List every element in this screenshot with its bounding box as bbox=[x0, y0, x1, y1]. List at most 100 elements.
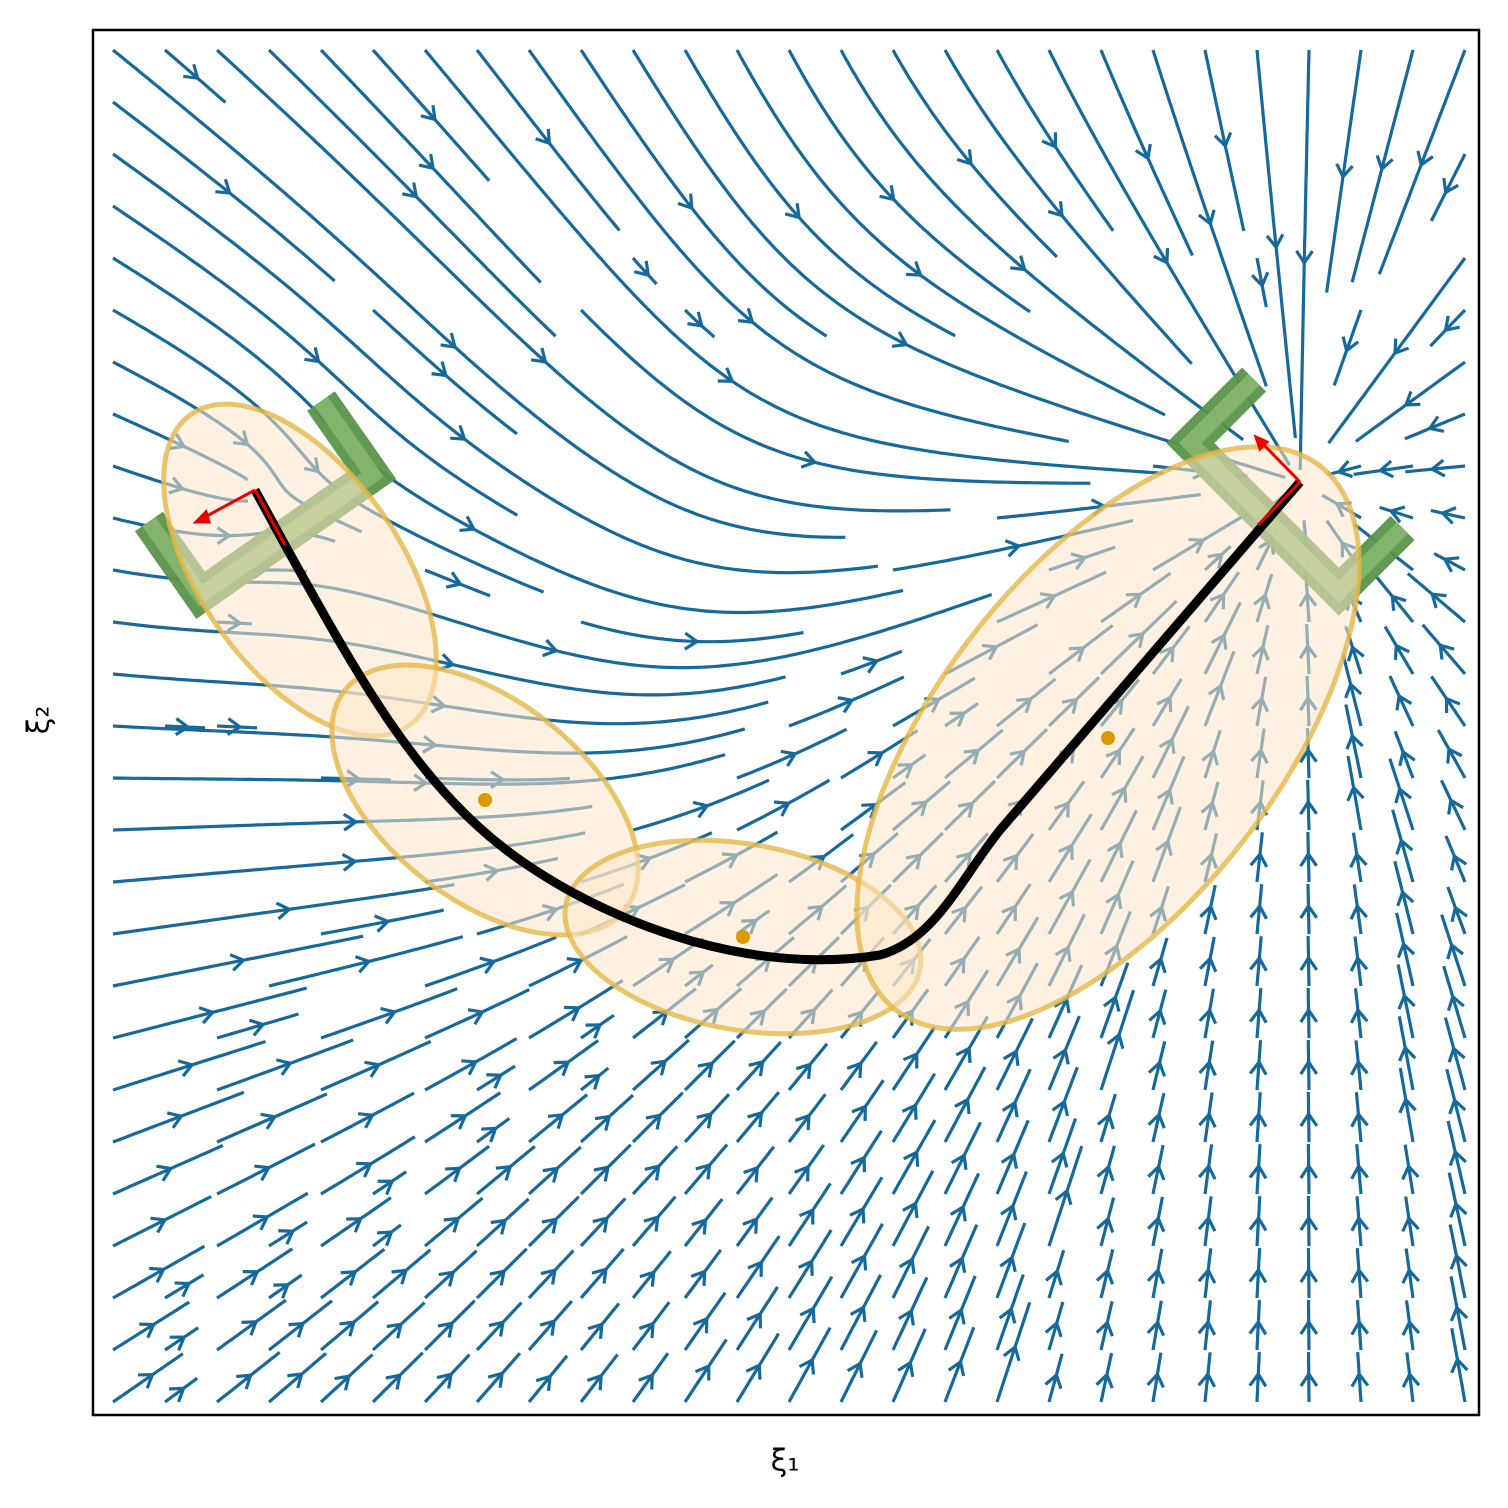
streamline bbox=[1446, 886, 1467, 935]
stream-arrow bbox=[530, 347, 548, 364]
streamline bbox=[995, 1222, 1027, 1299]
streamline bbox=[527, 1093, 589, 1144]
streamline bbox=[683, 1248, 723, 1299]
stream-arrow bbox=[587, 1322, 604, 1339]
streamline bbox=[319, 48, 542, 284]
streamline bbox=[1099, 49, 1194, 257]
streamline bbox=[475, 1145, 536, 1196]
streamline bbox=[1354, 1040, 1363, 1091]
stream-arrow bbox=[275, 1058, 294, 1076]
streamline bbox=[112, 204, 519, 517]
stream-arrow bbox=[156, 1164, 174, 1182]
streamline bbox=[1326, 464, 1362, 477]
streamline bbox=[839, 1274, 883, 1351]
stream-arrow bbox=[795, 1062, 812, 1079]
streamline bbox=[1099, 989, 1136, 1091]
stream-arrow bbox=[198, 1006, 216, 1025]
streamline bbox=[839, 1040, 878, 1091]
streamline bbox=[1406, 572, 1467, 624]
streamline bbox=[1374, 574, 1415, 623]
stream-arrow bbox=[1198, 1111, 1217, 1129]
stream-arrow bbox=[1397, 993, 1416, 1010]
stream-arrow bbox=[461, 1059, 479, 1076]
stream-arrow bbox=[879, 184, 896, 202]
stream-arrow bbox=[1248, 1163, 1268, 1180]
streamline bbox=[787, 1042, 829, 1092]
streamline bbox=[1306, 1144, 1311, 1195]
stream-arrow bbox=[1197, 1163, 1217, 1180]
streamline bbox=[1445, 1068, 1467, 1143]
streamline bbox=[683, 1291, 727, 1351]
stream-arrow bbox=[450, 424, 467, 441]
streamline bbox=[891, 49, 1059, 259]
y-axis-label: ξ₂ bbox=[22, 706, 57, 735]
streamline bbox=[1255, 1040, 1263, 1091]
streamline bbox=[112, 1352, 184, 1404]
stream-arrow bbox=[1054, 1188, 1073, 1206]
stream-arrow bbox=[956, 149, 973, 166]
stream-arrow bbox=[1148, 956, 1167, 974]
streamline bbox=[216, 1012, 299, 1040]
stream-arrow bbox=[450, 1114, 468, 1130]
streamline bbox=[1404, 1196, 1415, 1247]
streamline bbox=[580, 1013, 615, 1040]
stream-arrow bbox=[535, 128, 552, 146]
stream-arrow bbox=[169, 1335, 187, 1352]
streamline bbox=[943, 1326, 976, 1403]
stream-arrow bbox=[687, 311, 704, 328]
stream-arrow bbox=[743, 1165, 760, 1183]
stream-arrow bbox=[1377, 459, 1395, 479]
stream-arrow bbox=[542, 638, 560, 658]
streamline bbox=[891, 1225, 931, 1299]
streamline bbox=[1325, 49, 1363, 293]
stream-arrow bbox=[645, 1113, 663, 1130]
stream-arrow bbox=[553, 1060, 571, 1077]
streamline bbox=[371, 1248, 432, 1300]
streamline bbox=[787, 1144, 826, 1195]
stream-arrow bbox=[891, 331, 909, 348]
streamline bbox=[424, 1091, 502, 1144]
stream-arrow bbox=[794, 1113, 811, 1131]
stream-arrow bbox=[541, 1217, 559, 1234]
stream-arrow bbox=[373, 914, 391, 933]
streamline bbox=[1255, 1248, 1262, 1299]
streamline bbox=[216, 1191, 309, 1248]
streamline bbox=[891, 1276, 929, 1351]
stream-arrow bbox=[903, 1149, 920, 1167]
streamline bbox=[1255, 1352, 1261, 1403]
stream-arrow bbox=[1299, 1059, 1319, 1075]
stream-arrow bbox=[1102, 994, 1121, 1012]
stream-arrow bbox=[950, 1152, 968, 1171]
stream-arrow bbox=[695, 1162, 712, 1180]
streamline bbox=[1099, 1249, 1115, 1299]
streamline bbox=[1306, 1351, 1311, 1402]
streamline bbox=[840, 649, 903, 676]
stream-arrow bbox=[1010, 255, 1027, 272]
streamline bbox=[787, 49, 1031, 314]
streamline bbox=[891, 1170, 935, 1247]
stream-arrow bbox=[169, 1386, 186, 1403]
streamline bbox=[1203, 1300, 1212, 1351]
streamline bbox=[631, 49, 1286, 480]
stream-arrow bbox=[443, 1216, 461, 1233]
stream-arrow bbox=[1350, 1371, 1370, 1388]
stream-arrow bbox=[746, 1311, 763, 1329]
streamline bbox=[735, 49, 1166, 417]
stream-arrow bbox=[902, 1051, 919, 1069]
streamline bbox=[1353, 988, 1363, 1039]
stream-arrow bbox=[1401, 1215, 1420, 1233]
stream-arrow bbox=[696, 1111, 713, 1129]
streamline bbox=[1099, 1145, 1116, 1195]
stream-arrow bbox=[837, 696, 855, 714]
stream-arrow bbox=[278, 1229, 296, 1245]
stream-arrow bbox=[1398, 1044, 1417, 1062]
stream-arrow bbox=[566, 957, 584, 974]
stream-arrow bbox=[1299, 747, 1318, 764]
stream-arrow bbox=[1248, 1319, 1268, 1336]
streamline bbox=[1388, 758, 1415, 831]
stream-arrow bbox=[490, 1218, 508, 1235]
stream-arrow bbox=[1147, 1215, 1166, 1233]
streamline bbox=[1421, 623, 1467, 676]
stream-arrow bbox=[391, 1268, 409, 1285]
stream-arrow bbox=[1416, 150, 1434, 168]
